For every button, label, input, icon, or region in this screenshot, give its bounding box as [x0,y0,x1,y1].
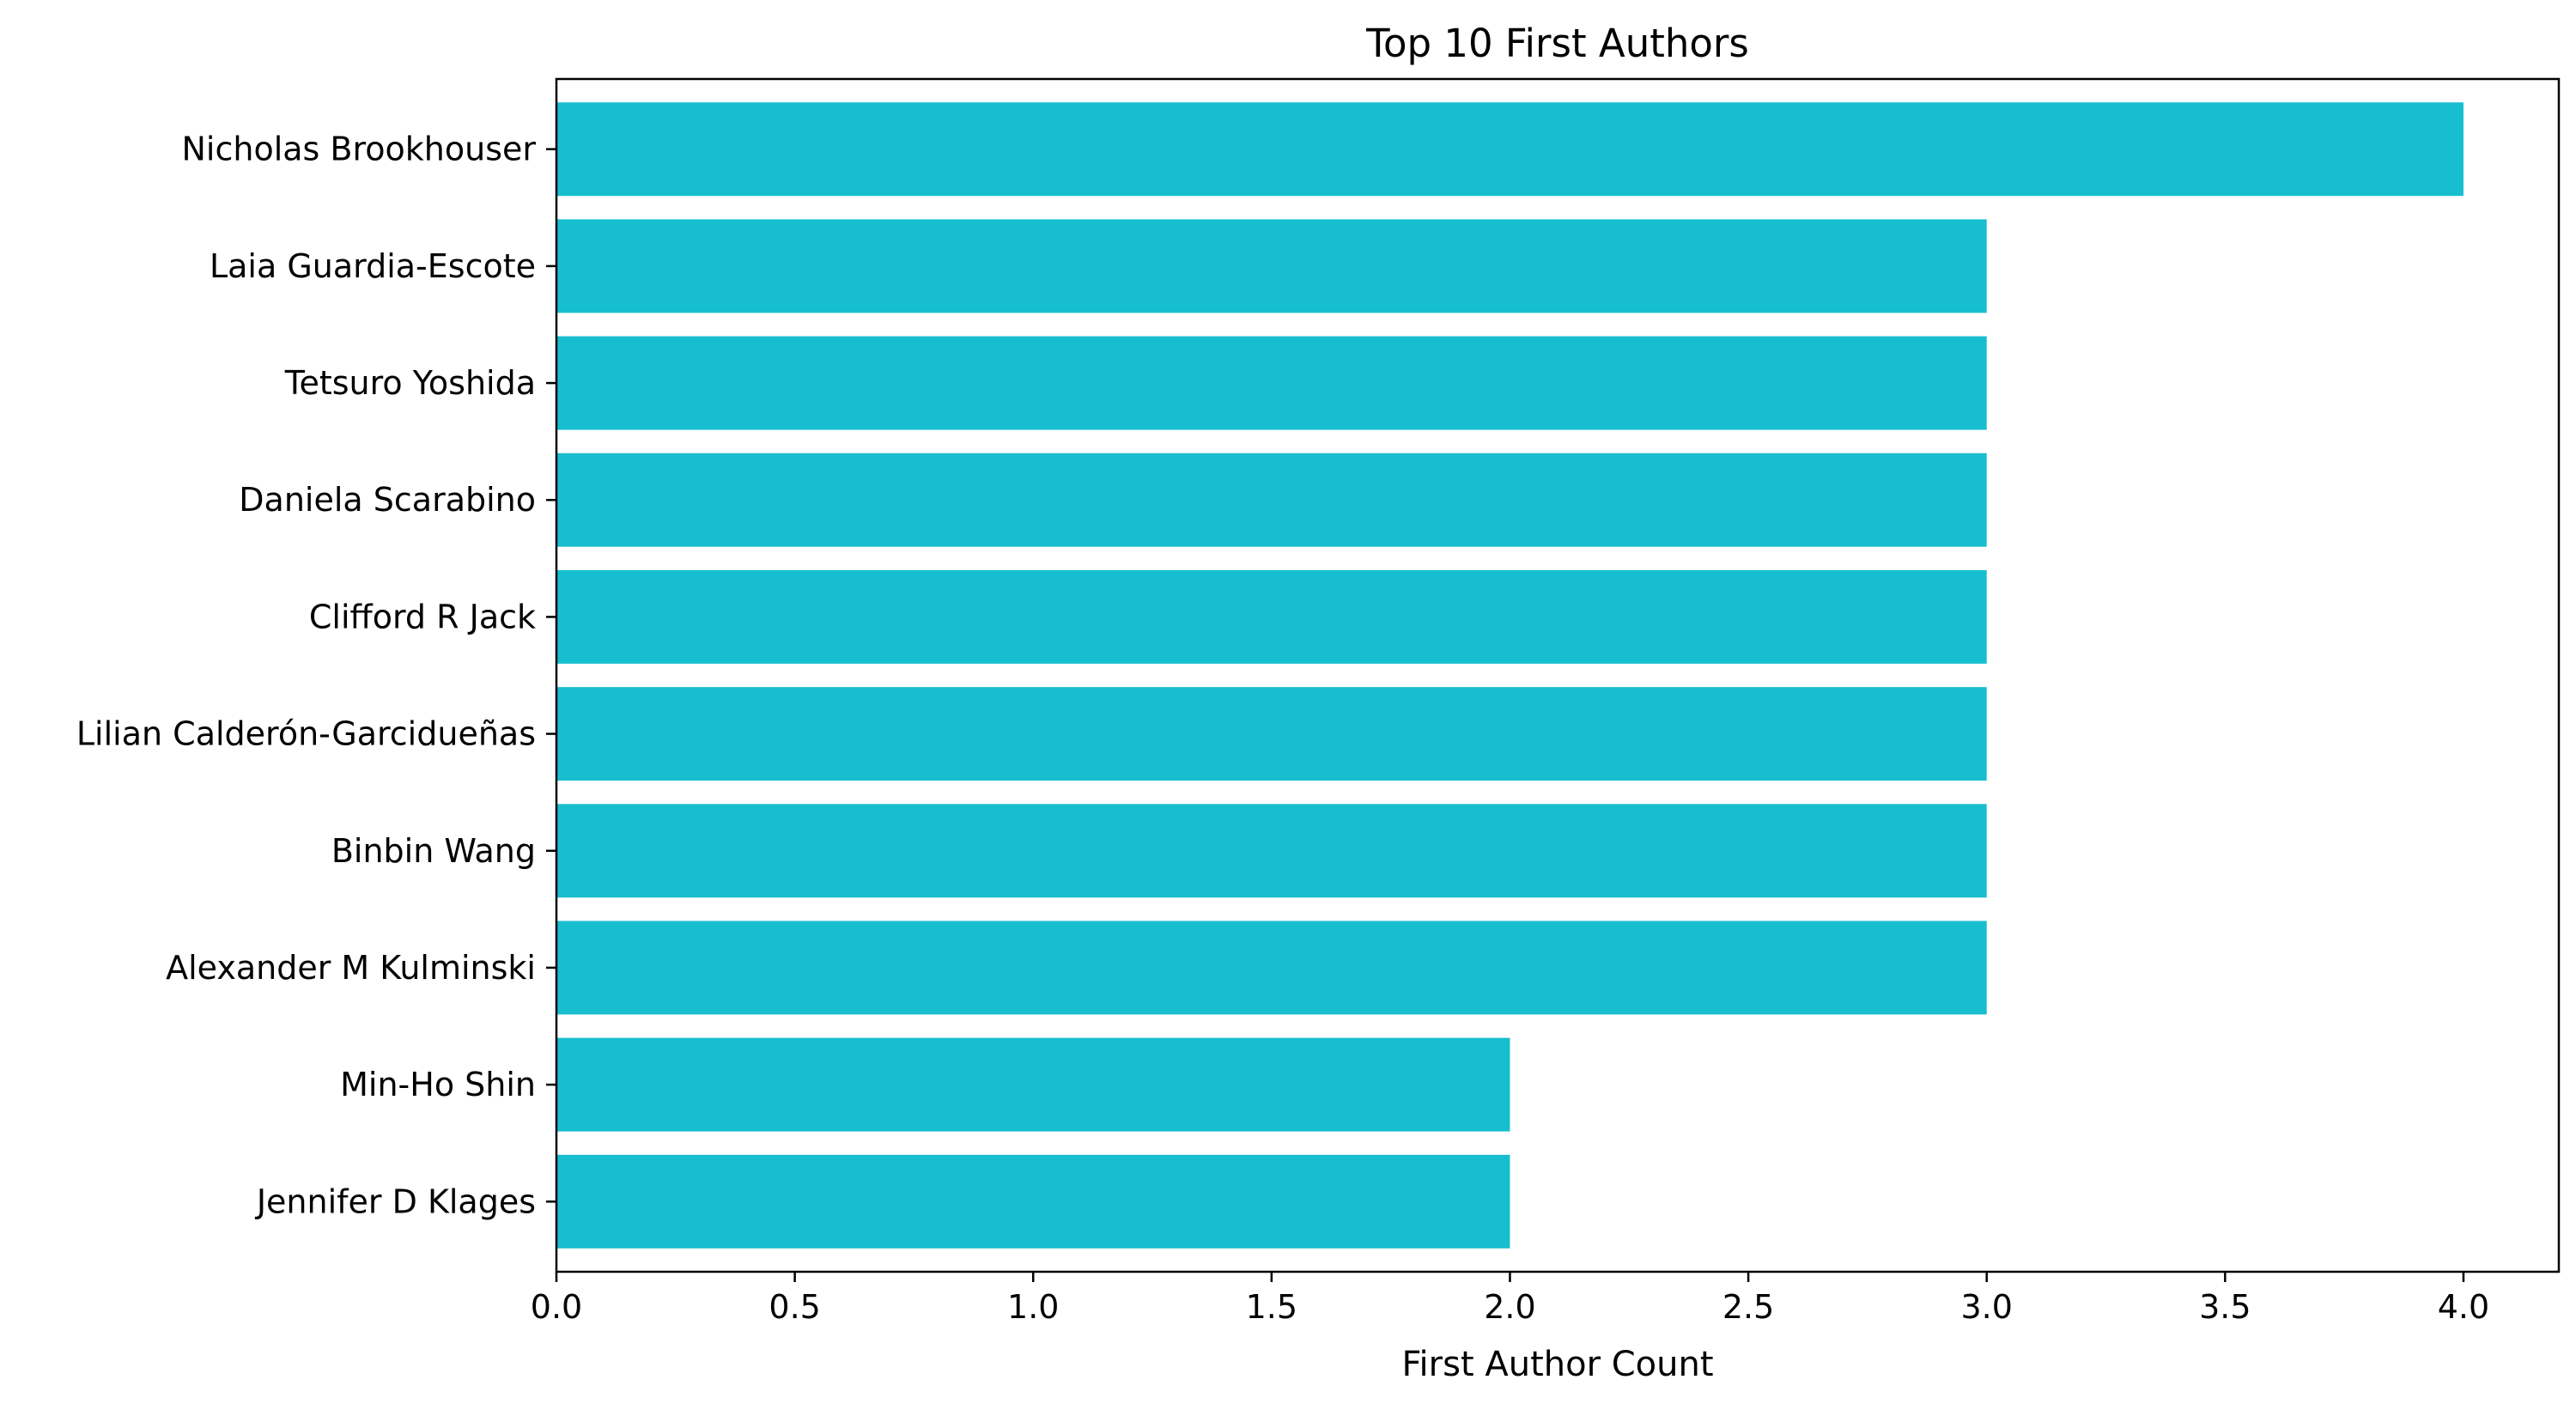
plot-frame [555,77,2561,1273]
y-tick-label: Alexander M Kulminski [166,949,536,987]
x-tick-label: 2.5 [1722,1288,1774,1326]
x-tick-label: 3.5 [2199,1288,2251,1326]
x-tick-label: 0.5 [769,1288,820,1326]
x-tick-label: 1.0 [1007,1288,1059,1326]
bar [556,1037,1510,1132]
bar [556,687,1987,781]
bar [556,569,1987,664]
x-tick-label: 2.0 [1484,1288,1535,1326]
bar [556,804,1987,898]
bar [556,1154,1510,1249]
bar [556,453,1987,547]
y-tick-label: Laia Guardia-Escote [210,247,536,285]
y-tick-label: Min-Ho Shin [340,1066,536,1103]
y-tick-label: Lilian Calderón-Garcidueñas [76,715,536,753]
bar [556,219,1987,313]
y-tick-label: Clifford R Jack [309,598,536,635]
x-axis-label: First Author Count [1401,1345,1713,1384]
bar [556,102,2464,197]
x-tick-label: 3.0 [1960,1288,2012,1326]
x-tick-label: 1.5 [1246,1288,1297,1326]
x-axis: 0.0 0.5 1.0 1.5 2.0 2.5 3.0 3.5 4.0 [531,1272,2489,1326]
y-tick-label: Daniela Scarabino [239,481,536,519]
x-tick-label: 4.0 [2438,1288,2489,1326]
x-tick-label: 0.0 [531,1288,582,1326]
bar [556,336,1987,430]
bar [556,921,1987,1015]
y-tick-label: Jennifer D Klages [255,1182,536,1220]
chart-title: Top 10 First Authors [1365,21,1749,66]
y-tick-label: Binbin Wang [331,832,536,870]
y-tick-label: Tetsuro Yoshida [284,364,536,402]
y-tick-label: Nicholas Brookhouser [181,131,536,168]
bars-layer [556,102,2464,1249]
y-axis: Nicholas Brookhouser Laia Guardia-Escote T… [76,131,556,1220]
